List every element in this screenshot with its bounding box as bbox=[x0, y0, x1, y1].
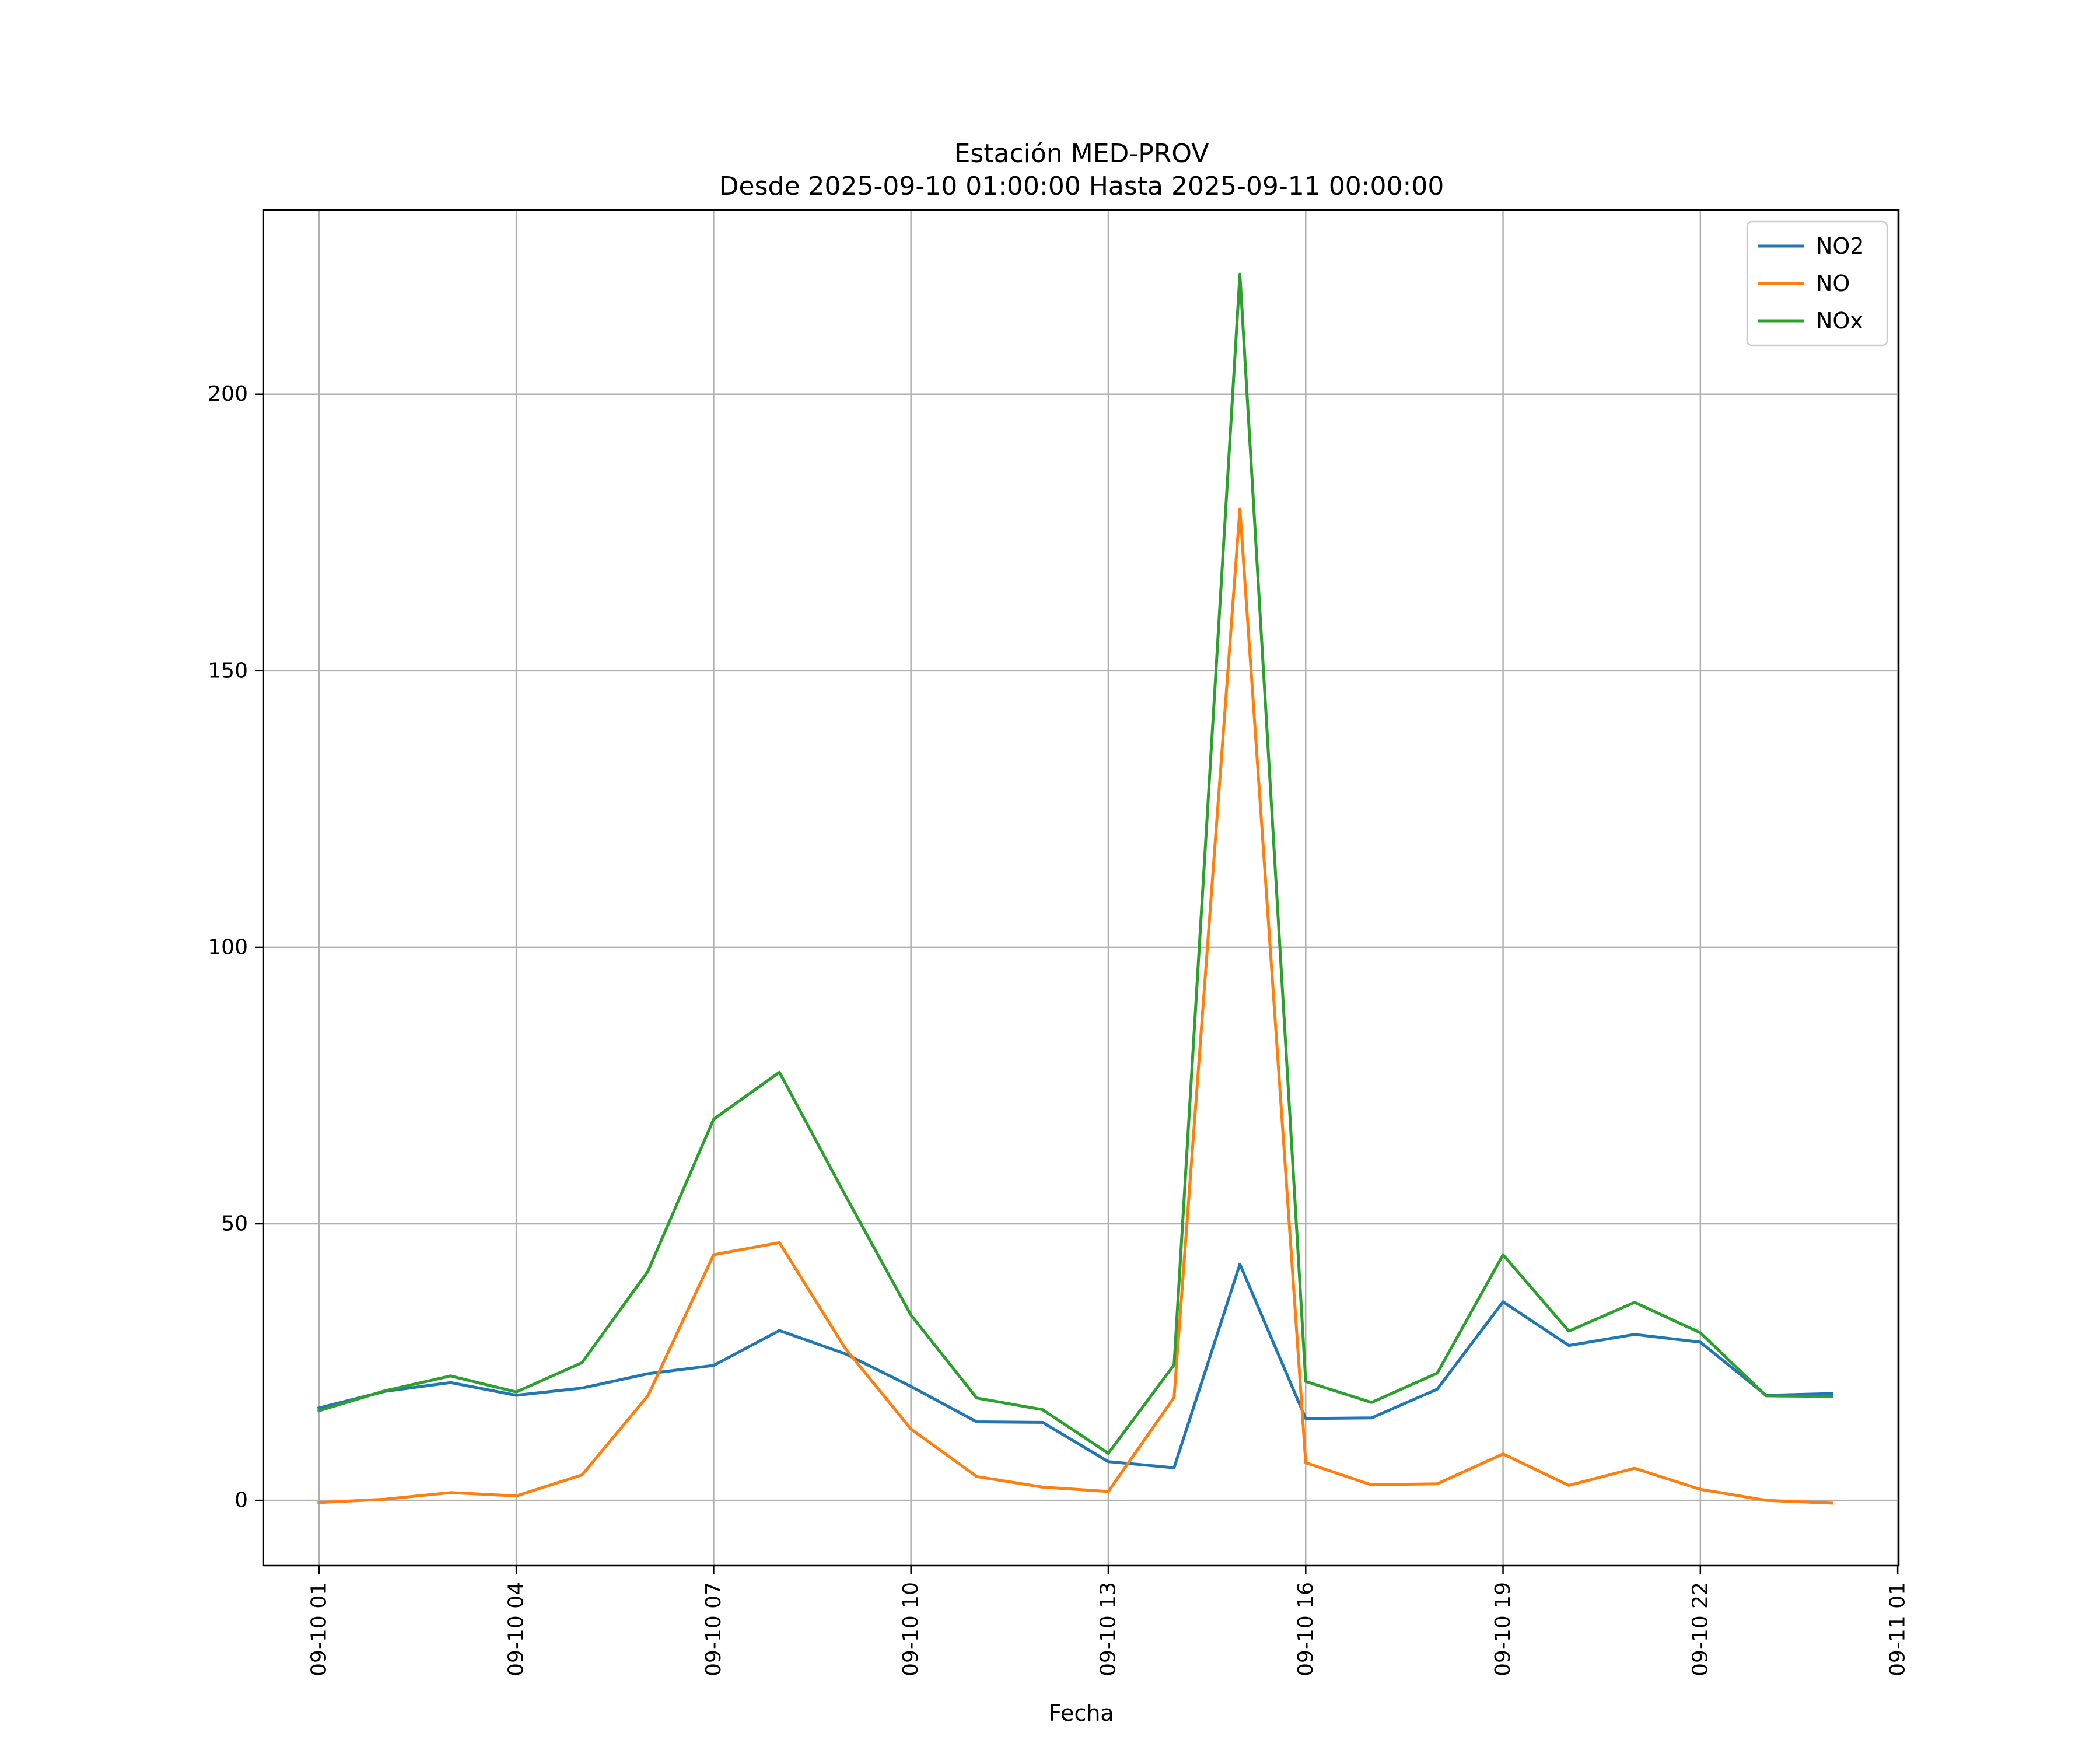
x-axis-label: Fecha bbox=[1049, 1700, 1114, 1726]
y-tick-label: 100 bbox=[208, 935, 248, 959]
x-axis: 09-10 01 09-10 04 09-10 07 09-10 10 09-10 13… bbox=[307, 1566, 1910, 1676]
y-tick-label: 0 bbox=[235, 1489, 248, 1513]
plot-frame bbox=[262, 209, 1900, 1567]
y-tick-label: 200 bbox=[208, 382, 248, 406]
x-tick-label: 09-10 01 bbox=[307, 1582, 331, 1676]
x-tick-label: 09-10 22 bbox=[1688, 1582, 1712, 1676]
x-tick-label: 09-10 16 bbox=[1294, 1582, 1318, 1676]
x-tick-label: 09-10 19 bbox=[1491, 1582, 1515, 1676]
grid bbox=[263, 210, 1899, 1566]
series-line-nox bbox=[317, 272, 1833, 1455]
legend-label-no2: NO2 bbox=[1816, 233, 1864, 259]
legend-label-no: NO bbox=[1816, 271, 1850, 296]
legend: NO2 NO NOx bbox=[1746, 220, 1888, 346]
x-tick-label: 09-10 07 bbox=[702, 1582, 726, 1676]
x-tick-label: 09-10 13 bbox=[1096, 1582, 1120, 1676]
legend-box bbox=[1746, 220, 1888, 346]
x-tick-label: 09-10 04 bbox=[505, 1582, 528, 1676]
x-tick-label: 09-10 10 bbox=[899, 1582, 923, 1676]
chart-subtitle: Desde 2025-09-10 01:00:00 Hasta 2025-09-… bbox=[719, 172, 1444, 201]
series-layer bbox=[317, 272, 1834, 1505]
y-tick-label: 50 bbox=[221, 1212, 248, 1236]
y-tick-label: 150 bbox=[208, 659, 248, 682]
series-line-no2 bbox=[317, 1262, 1833, 1469]
series-line-no bbox=[317, 507, 1834, 1505]
y-axis: 0 50 100 150 200 bbox=[208, 382, 263, 1513]
chart-title: Estación MED-PROV bbox=[954, 139, 1209, 169]
legend-label-nox: NOx bbox=[1816, 308, 1863, 334]
x-tick-label: 09-11 01 bbox=[1886, 1582, 1910, 1676]
